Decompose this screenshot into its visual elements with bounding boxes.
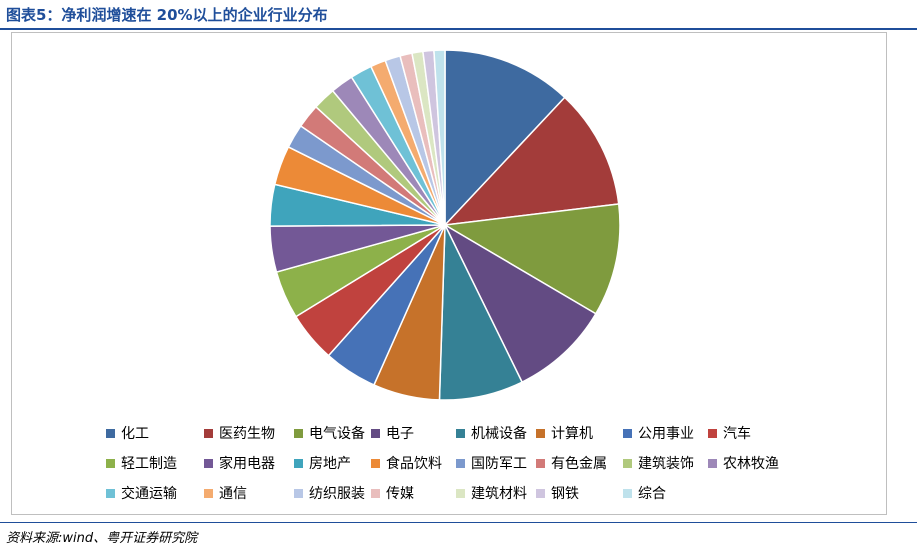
legend-swatch: [623, 428, 632, 438]
legend-label: 传媒: [386, 486, 414, 502]
legend-label: 综合: [638, 486, 666, 502]
legend-swatch: [294, 458, 303, 468]
pie-slice: [442, 203, 621, 315]
legend-label: 电子: [386, 426, 414, 442]
legend-item: 电子: [371, 422, 414, 444]
legend-label: 电气设备: [309, 426, 365, 442]
legend-swatch: [106, 488, 115, 498]
pie-slice: [443, 96, 620, 226]
legend-swatch: [536, 428, 545, 438]
title-divider: [0, 28, 917, 30]
legend-label: 房地产: [309, 456, 351, 472]
legend-swatch: [536, 458, 545, 468]
legend-label: 轻工制造: [121, 456, 177, 472]
legend-label: 建筑材料: [471, 486, 527, 502]
legend-swatch: [456, 428, 465, 438]
legend-label: 计算机: [551, 426, 593, 442]
legend-swatch: [456, 488, 465, 498]
legend-label: 有色金属: [551, 456, 607, 472]
legend-swatch: [708, 458, 717, 468]
legend-swatch: [204, 458, 213, 468]
legend-item: 国防军工: [456, 452, 527, 474]
legend-swatch: [623, 488, 632, 498]
legend-swatch: [708, 428, 717, 438]
legend-label: 建筑装饰: [638, 456, 694, 472]
legend-item: 电气设备: [294, 422, 365, 444]
legend-item: 通信: [204, 482, 247, 504]
legend-label: 公用事业: [638, 426, 694, 442]
legend-swatch: [371, 428, 380, 438]
legend-swatch: [204, 428, 213, 438]
legend-item: 纺织服装: [294, 482, 365, 504]
legend-item: 化工: [106, 422, 149, 444]
legend-label: 机械设备: [471, 426, 527, 442]
legend-item: 有色金属: [536, 452, 607, 474]
legend-item: 家用电器: [204, 452, 275, 474]
legend-item: 建筑材料: [456, 482, 527, 504]
pie-slice: [443, 223, 597, 384]
figure-title: 图表5：净利润增速在 20%以上的企业行业分布: [6, 6, 328, 24]
legend-item: 交通运输: [106, 482, 177, 504]
legend-swatch: [371, 488, 380, 498]
legend-item: 医药生物: [204, 422, 275, 444]
source-divider: [0, 522, 917, 523]
legend-item: 公用事业: [623, 422, 694, 444]
legend-label: 食品饮料: [386, 456, 442, 472]
legend-swatch: [456, 458, 465, 468]
legend-swatch: [106, 458, 115, 468]
legend-label: 汽车: [723, 426, 751, 442]
legend-label: 化工: [121, 426, 149, 442]
legend-item: 房地产: [294, 452, 351, 474]
legend-label: 国防军工: [471, 456, 527, 472]
legend-swatch: [106, 428, 115, 438]
legend-label: 通信: [219, 486, 247, 502]
legend-swatch: [204, 488, 213, 498]
chart-frame: [11, 32, 887, 515]
legend-item: 钢铁: [536, 482, 579, 504]
legend-swatch: [536, 488, 545, 498]
legend-swatch: [623, 458, 632, 468]
legend-label: 纺织服装: [309, 486, 365, 502]
legend-item: 综合: [623, 482, 666, 504]
legend-label: 钢铁: [551, 486, 579, 502]
legend-item: 农林牧渔: [708, 452, 779, 474]
legend-item: 计算机: [536, 422, 593, 444]
legend-item: 汽车: [708, 422, 751, 444]
legend-swatch: [294, 488, 303, 498]
legend-item: 食品饮料: [371, 452, 442, 474]
legend-item: 建筑装饰: [623, 452, 694, 474]
legend-label: 农林牧渔: [723, 456, 779, 472]
legend-item: 传媒: [371, 482, 414, 504]
legend-swatch: [371, 458, 380, 468]
source-note: 资料来源:wind、粤开证券研究院: [6, 531, 198, 546]
legend-label: 交通运输: [121, 486, 177, 502]
legend-label: 医药生物: [219, 426, 275, 442]
legend-item: 轻工制造: [106, 452, 177, 474]
legend-swatch: [294, 428, 303, 438]
legend-label: 家用电器: [219, 456, 275, 472]
legend-item: 机械设备: [456, 422, 527, 444]
pie-slice: [433, 49, 446, 226]
pie-slice: [444, 49, 566, 227]
